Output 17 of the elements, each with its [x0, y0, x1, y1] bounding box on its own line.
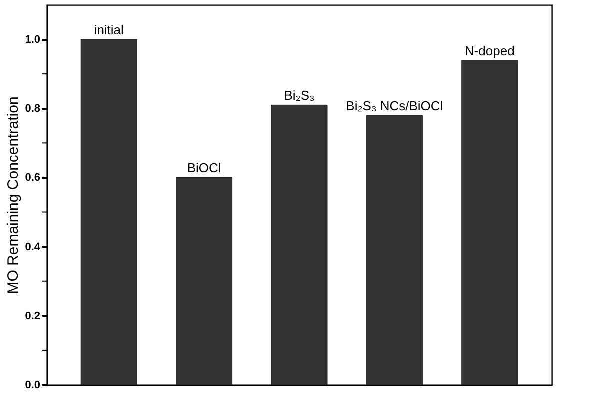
- x-tick-label: Bi₂S₃ NCs/BiOCl: [346, 98, 444, 114]
- y-tick-label: 0.4: [25, 241, 42, 254]
- bar: [176, 177, 233, 386]
- x-tick-label: BiOCl: [187, 160, 222, 176]
- bar: [366, 115, 423, 386]
- y-tick-label: 1.0: [25, 34, 40, 46]
- y-axis-title: MO Remaining Concentration: [5, 96, 22, 294]
- x-tick-label: initial: [94, 22, 124, 38]
- bar: [80, 39, 138, 386]
- x-tick-label: Bi₂S₃: [284, 88, 315, 104]
- y-tick-label: 0.2: [25, 310, 40, 322]
- y-tick-label: 0.0: [25, 380, 40, 392]
- bar: [462, 60, 518, 386]
- x-tick-label: N-doped: [464, 43, 515, 58]
- bar: [271, 104, 328, 386]
- y-tick-label: 0.6: [25, 172, 40, 184]
- y-tick-label: 0.8: [25, 103, 40, 116]
